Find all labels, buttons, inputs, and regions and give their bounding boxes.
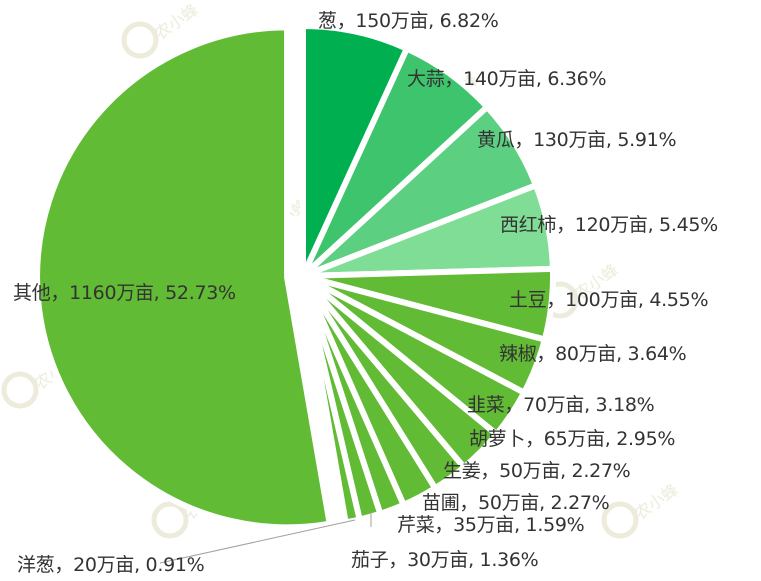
slice-label: 大蒜，140万亩, 6.36%	[407, 68, 607, 90]
watermark-text: 农小蜂	[151, 0, 201, 43]
watermark-text: 农小蜂	[631, 480, 681, 523]
slice-label: 葱，150万亩, 6.82%	[318, 10, 499, 32]
watermark-logo-icon	[151, 501, 189, 539]
slice-label: 洋葱，20万亩, 0.91%	[17, 554, 205, 576]
pie-slice-13[interactable]	[34, 24, 333, 531]
slice-label: 西红柿，120万亩, 5.45%	[500, 214, 718, 236]
slice-label: 土豆，100万亩, 4.55%	[509, 289, 709, 311]
watermark-logo-icon	[601, 501, 639, 539]
slice-label: 生姜，50万亩, 2.27%	[443, 460, 631, 482]
pie-slices	[34, 23, 556, 531]
watermark-logo-icon	[1, 371, 39, 409]
slice-label: 其他，1160万亩, 52.73%	[13, 282, 236, 304]
slice-label: 韭菜，70万亩, 3.18%	[467, 394, 655, 416]
watermark-logo-icon	[121, 21, 159, 59]
slice-label: 黄瓜，130万亩, 5.91%	[477, 129, 677, 151]
leader-lines	[159, 512, 372, 564]
slice-label: 芹菜，35万亩, 1.59%	[397, 514, 585, 536]
slice-label: 茄子，30万亩, 1.36%	[351, 549, 539, 571]
slice-label: 苗圃，50万亩, 2.27%	[422, 492, 610, 514]
slice-label: 胡萝卜，65万亩, 2.95%	[469, 428, 676, 450]
leader-line-onion	[159, 519, 356, 564]
slice-label: 辣椒，80万亩, 3.64%	[499, 343, 687, 365]
